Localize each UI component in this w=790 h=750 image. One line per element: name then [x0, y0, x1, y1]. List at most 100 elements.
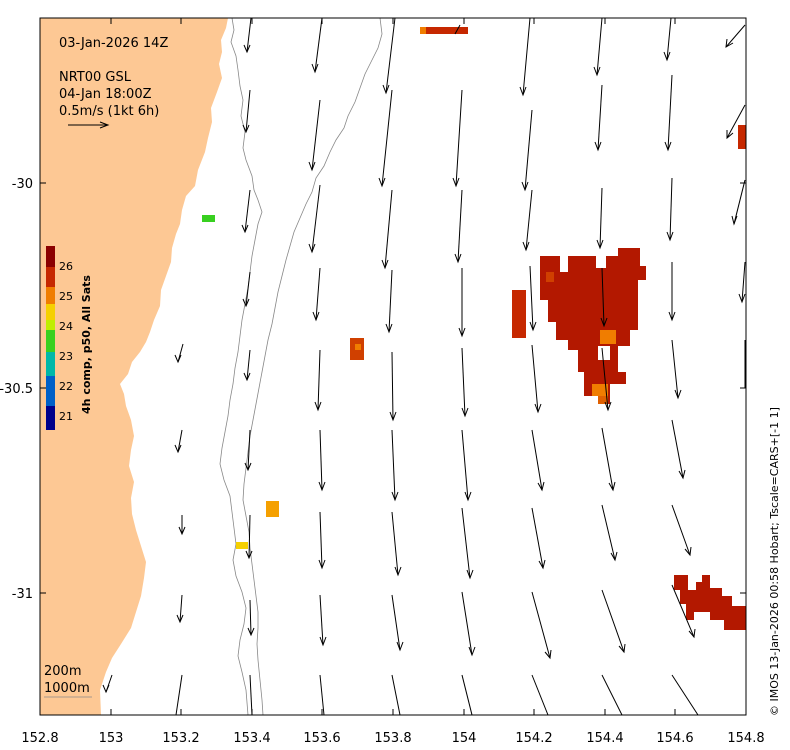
- colorbar-title: 4h comp, p50, All Sats: [80, 275, 93, 414]
- current-arrow-shaft: [666, 18, 672, 61]
- current-arrow-shaft: [177, 429, 183, 453]
- sst-patch: [202, 215, 215, 222]
- current-arrow-shaft: [248, 514, 251, 559]
- current-arrow-shaft: [391, 594, 401, 651]
- current-arrow-head: [534, 403, 542, 414]
- current-arrow-head: [319, 636, 327, 647]
- current-arrow-shaft: [741, 261, 746, 303]
- y-axis: [40, 182, 746, 594]
- current-arrow-head: [521, 181, 529, 192]
- isobath-200m-label: 200m: [44, 664, 81, 679]
- current-arrow-head: [610, 551, 618, 562]
- current-arrow-shaft: [246, 349, 251, 381]
- current-arrow-head: [176, 614, 184, 624]
- current-arrow-head: [600, 317, 608, 328]
- current-arrow-head: [454, 253, 462, 264]
- current-arrow-shaft: [244, 189, 251, 233]
- current-arrow-head: [537, 481, 545, 492]
- current-arrow-shaft: [601, 504, 616, 561]
- current-arrow-head: [593, 66, 601, 77]
- sst-patch: [236, 542, 248, 549]
- sst-patch: [598, 346, 610, 360]
- current-arrow-shaft: [667, 74, 673, 151]
- current-arrow-head: [318, 559, 326, 570]
- current-arrow-shaft: [597, 84, 603, 151]
- x-tick-label: 153: [99, 731, 124, 746]
- current-arrow-head: [618, 643, 626, 654]
- y-tick-label: -31: [12, 587, 33, 602]
- sst-patch: [355, 344, 361, 350]
- current-arrow-head: [381, 259, 389, 270]
- current-arrow-head: [738, 293, 746, 304]
- colorbar: 26 25 24 23 22 21 4h comp, p50, All Sats: [46, 246, 93, 430]
- isobath-1000m: [242, 18, 383, 715]
- current-arrow-head: [242, 298, 250, 308]
- current-arrow-head: [385, 323, 393, 334]
- sst-patch: [540, 248, 646, 404]
- current-vectors: [102, 18, 746, 715]
- current-arrow-head: [468, 646, 476, 657]
- current-arrow-head: [726, 130, 734, 140]
- current-arrow-head: [247, 627, 255, 637]
- current-arrow-head: [308, 161, 316, 172]
- sst-patch: [738, 125, 746, 149]
- current-arrow-shaft: [317, 349, 321, 411]
- current-arrow-shaft: [601, 674, 623, 715]
- current-arrow-shaft: [601, 267, 605, 327]
- credit-text: © IMOS 13-Jan-2026 00:58 Hobart; Tscale=…: [768, 407, 781, 716]
- sst-patch: [546, 272, 554, 282]
- current-arrow-shaft: [599, 187, 603, 249]
- current-arrow-head: [314, 401, 322, 412]
- land-mass: [40, 18, 228, 715]
- current-arrow-head: [378, 177, 386, 188]
- current-arrow-shaft: [671, 504, 691, 556]
- current-arrow-shaft: [319, 594, 324, 646]
- current-arrow-head: [308, 243, 316, 254]
- current-arrow-shaft: [249, 599, 252, 636]
- current-arrow-shaft: [311, 184, 321, 253]
- x-tick-label: 154: [452, 731, 477, 746]
- current-arrow-shaft: [175, 674, 183, 715]
- current-arrow-shaft: [531, 507, 544, 569]
- x-tick-label: 154.6: [656, 731, 693, 746]
- current-arrow-head: [544, 649, 552, 660]
- current-arrow-shaft: [461, 591, 473, 656]
- current-arrow-head: [664, 141, 672, 152]
- colorbar-tick-label: 22: [59, 380, 73, 393]
- current-arrow-head: [604, 401, 612, 412]
- current-arrow-head: [318, 481, 326, 492]
- sst-patch: [598, 396, 608, 404]
- colorbar-tick-label: 21: [59, 410, 73, 423]
- x-axis: [39, 18, 747, 715]
- current-arrow-head: [519, 86, 527, 97]
- current-arrow-shaft: [311, 99, 321, 171]
- current-arrow-shaft: [391, 674, 401, 715]
- colorbar-segment: [46, 304, 55, 320]
- valid-time: 04-Jan 18:00Z: [59, 87, 152, 102]
- current-arrow-shaft: [454, 24, 461, 35]
- current-arrow-shaft: [531, 344, 539, 413]
- current-arrow-head: [608, 481, 616, 492]
- y-tick-label: -30.5: [0, 382, 33, 397]
- current-arrow-shaft: [319, 429, 323, 491]
- current-arrow-head: [243, 372, 251, 382]
- current-arrow-head: [594, 141, 602, 152]
- current-arrow-shaft: [247, 429, 251, 471]
- current-arrow-head: [688, 628, 696, 639]
- current-arrow-head: [243, 44, 251, 54]
- isobath-legend: 200m 1000m: [44, 664, 92, 698]
- isobath-1000m-label: 1000m: [44, 681, 90, 696]
- current-arrow-head: [311, 63, 319, 74]
- current-arrow-shaft: [319, 674, 325, 715]
- x-tick-label: 154.8: [727, 731, 764, 746]
- current-arrow-shaft: [725, 24, 746, 48]
- current-arrow-shaft: [601, 427, 614, 491]
- colorbar-segment: [46, 352, 55, 376]
- current-arrow-shaft: [524, 109, 533, 191]
- current-arrow-head: [242, 124, 250, 134]
- current-arrow-shaft: [179, 594, 183, 623]
- current-arrow-head: [674, 389, 682, 400]
- current-arrow-shaft: [246, 18, 252, 53]
- colorbar-segment: [46, 267, 55, 287]
